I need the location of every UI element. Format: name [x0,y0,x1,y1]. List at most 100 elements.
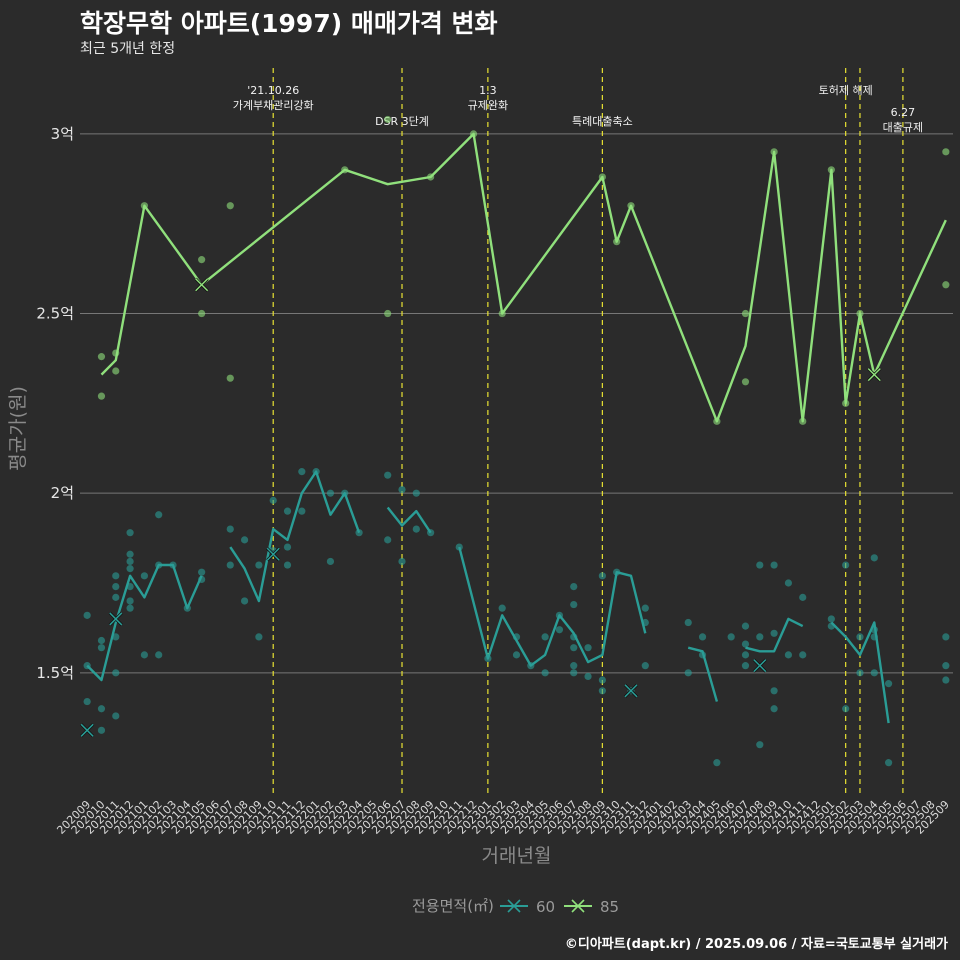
data-point-60 [112,669,120,677]
data-point-60 [784,579,793,587]
data-point-60 [541,633,549,641]
data-point-60 [842,561,850,569]
cross-stroke [80,723,94,737]
data-point-60 [570,600,578,609]
data-point-60 [112,633,120,641]
data-point-60 [856,669,864,677]
cross-marker-60 [108,611,123,626]
data-point-60 [870,554,878,562]
data-point-85 [97,392,106,400]
y-tick-label: 2.5억 [36,305,74,323]
series-line-60 [229,470,361,603]
cross-marker-60 [80,723,95,738]
data-point-60 [827,615,835,623]
data-point-60 [570,669,578,677]
axis-layer: 1.5억2억2.5억3억2020092020102020112020122021… [7,125,952,867]
marker-layer [80,277,882,738]
data-point-85 [942,148,950,156]
data-point-60 [112,582,120,591]
data-point-60 [140,651,149,659]
data-point-60 [283,507,292,515]
cross-marker-60 [266,547,281,562]
data-point-60 [741,662,750,670]
series-line-60 [386,506,432,534]
data-point-60 [112,593,120,601]
event-label: DSR 3단계 [375,115,429,128]
data-point-85 [384,309,392,318]
data-point-60 [799,651,807,659]
data-point-60 [412,489,420,497]
data-point-60 [255,633,263,641]
cross-stroke [624,684,638,698]
data-point-60 [598,676,606,684]
cross-marker-85 [867,367,882,382]
y-tick-label: 2억 [51,484,74,502]
data-point-60 [240,536,249,544]
data-point-60 [756,561,764,569]
data-point-60 [942,676,950,684]
data-point-60 [884,759,893,767]
data-point-60 [126,557,134,566]
data-point-85 [942,281,950,289]
data-point-60 [570,644,578,652]
data-point-60 [240,597,249,605]
data-point-85 [198,256,206,264]
data-point-85 [226,202,234,210]
source-caption: ©디아파트(dapt.kr) / 2025.09.06 / 자료=국토교통부 실… [564,937,948,952]
data-point-60 [412,525,420,533]
data-point-60 [842,705,850,713]
event-label: 토허제 해제 [819,83,873,97]
data-point-60 [155,511,163,519]
data-point-60 [684,618,692,627]
data-point-85 [741,378,750,386]
data-point-60 [756,633,764,641]
data-point-60 [226,525,234,533]
data-point-60 [97,644,106,652]
data-point-60 [126,604,134,612]
data-point-60 [870,669,878,677]
grid-layer [80,133,953,674]
legend-item-60: 60 [500,898,555,916]
cross-stroke [266,547,280,561]
cross-marker-60 [752,658,767,673]
cross-marker-60 [623,683,639,698]
data-point-60 [713,759,721,767]
data-point-85 [226,374,234,382]
cross-stroke [195,278,209,292]
data-point-60 [555,626,564,634]
data-point-60 [756,741,764,749]
legend-title: 전용면적(㎡) [412,897,494,915]
chart-title: 학장무학 아파트(1997) 매매가격 변화 [80,9,498,38]
data-point-60 [641,604,649,612]
event-label: 1.3 [479,84,497,97]
data-point-60 [384,536,392,544]
data-point-60 [298,507,306,515]
event-label: 가계부채관리강화 [233,99,314,112]
y-axis-title: 평균가(원) [7,386,29,471]
data-point-60 [684,669,692,677]
data-point-60 [584,672,592,681]
data-point-60 [698,633,707,641]
data-point-60 [641,662,649,670]
x-axis-title: 거래년월 [482,845,552,867]
data-point-60 [455,543,463,551]
data-point-60 [326,489,335,497]
data-point-60 [298,468,306,476]
data-point-60 [770,561,778,569]
data-point-60 [570,662,578,670]
series-line-60 [86,563,203,682]
data-point-60 [97,726,106,734]
cross-stroke [109,612,123,626]
series-line-85 [100,132,947,423]
chart-subtitle: 최근 5개년 한정 [80,41,176,57]
data-point-60 [384,471,392,479]
data-point-60 [584,644,592,652]
series-line-60 [687,646,719,702]
data-point-60 [398,557,406,566]
data-point-60 [269,496,277,504]
data-point-60 [83,611,91,619]
point-layer [83,115,950,767]
cross-marker-85 [194,277,209,292]
data-point-60 [741,640,750,648]
